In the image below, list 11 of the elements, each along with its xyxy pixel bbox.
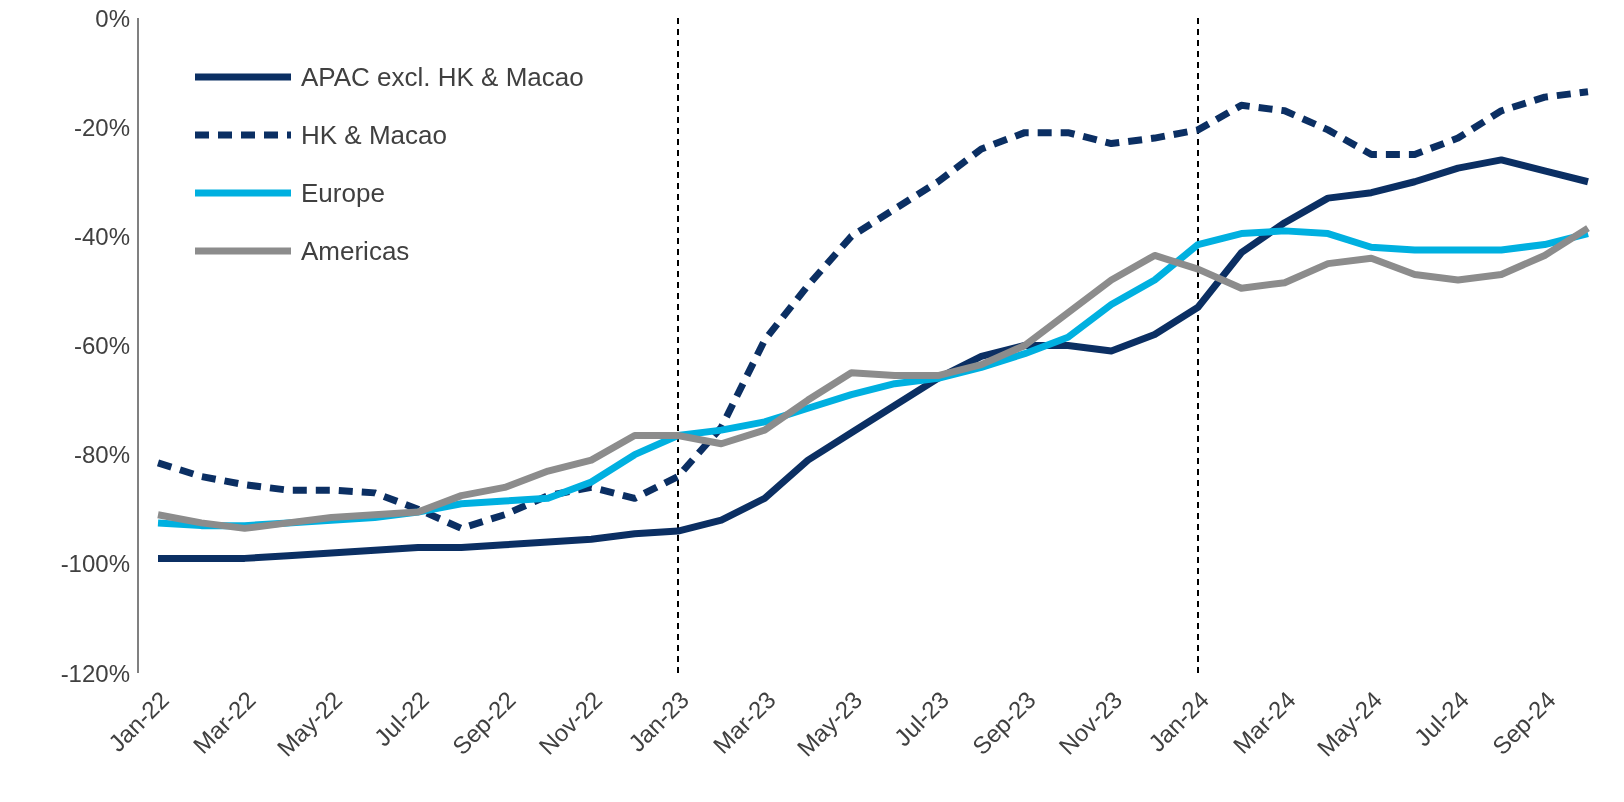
y-tick-label: -100% — [60, 550, 130, 578]
legend-label: Americas — [301, 235, 410, 267]
legend-label: HK & Macao — [301, 119, 447, 151]
y-tick-label: -80% — [73, 441, 130, 469]
y-tick-label: -120% — [60, 659, 130, 687]
y-tick-label: -40% — [73, 222, 130, 250]
legend-label: Europe — [301, 177, 385, 209]
y-tick-label: -60% — [73, 332, 130, 360]
y-tick-label: 0% — [95, 4, 130, 32]
y-tick-label: -20% — [73, 113, 130, 141]
legend-label: APAC excl. HK & Macao — [301, 61, 584, 93]
